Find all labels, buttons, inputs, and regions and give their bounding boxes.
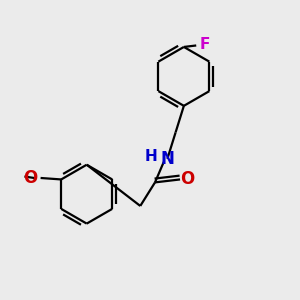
Text: O: O (180, 170, 194, 188)
Text: H: H (145, 149, 158, 164)
Text: N: N (160, 150, 174, 168)
Text: O: O (23, 169, 38, 187)
Text: F: F (200, 38, 210, 52)
